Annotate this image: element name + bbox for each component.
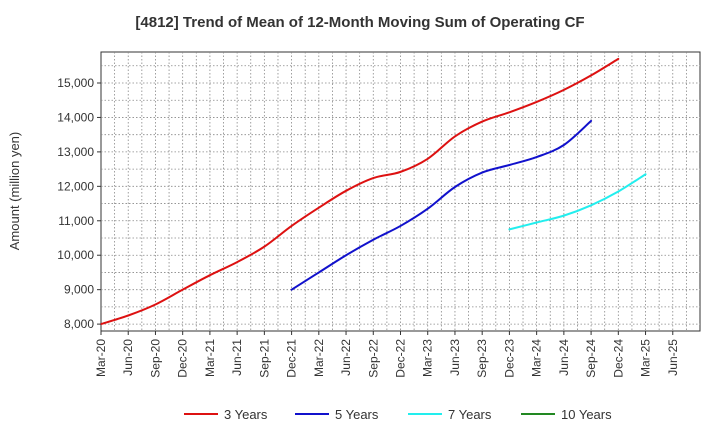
x-tick-label: Mar-20 bbox=[94, 339, 108, 377]
y-tick-label: 14,000 bbox=[57, 110, 94, 124]
legend-item-3-years: 3 Years bbox=[184, 407, 268, 422]
x-tick-label: Sep-23 bbox=[475, 339, 489, 378]
series-line-7-years bbox=[508, 173, 647, 231]
x-tick-label: Mar-22 bbox=[312, 339, 326, 377]
y-tick-label: 10,000 bbox=[57, 248, 94, 262]
y-tick-label: 8,000 bbox=[64, 317, 94, 331]
x-tick-label: Sep-22 bbox=[366, 339, 380, 378]
x-tick-label: Dec-23 bbox=[502, 339, 516, 378]
x-tick-label: Mar-24 bbox=[530, 339, 544, 377]
chart-title: [4812] Trend of Mean of 12-Month Moving … bbox=[135, 14, 584, 31]
x-tick-label: Sep-24 bbox=[584, 339, 598, 378]
x-tick-label: Jun-25 bbox=[666, 339, 680, 376]
x-tick-label: Jun-22 bbox=[339, 339, 353, 376]
x-tick-label: Mar-25 bbox=[639, 339, 653, 377]
x-tick-label: Dec-22 bbox=[394, 339, 408, 378]
legend-label: 10 Years bbox=[561, 407, 612, 422]
grid bbox=[101, 52, 700, 331]
y-axis-ticks: 8,000 9,000 10,000 11,000 12,000 13,000 14,000… bbox=[57, 76, 101, 331]
x-tick-label: Mar-21 bbox=[203, 339, 217, 377]
series-layer bbox=[100, 57, 647, 326]
y-tick-label: 11,000 bbox=[58, 214, 94, 228]
x-tick-label: Dec-21 bbox=[285, 339, 299, 378]
legend: 3 Years 5 Years 7 Years 10 Years bbox=[184, 407, 612, 422]
x-tick-label: Jun-20 bbox=[121, 339, 135, 376]
legend-label: 7 Years bbox=[448, 407, 492, 422]
x-tick-label: Mar-23 bbox=[421, 339, 435, 377]
legend-item-5-years: 5 Years bbox=[295, 407, 379, 422]
x-tick-label: Jun-24 bbox=[557, 339, 571, 376]
legend-item-10-years: 10 Years bbox=[521, 407, 612, 422]
x-axis-ticks: Mar-20 Jun-20 Sep-20 Dec-20 Mar-21 Jun-21 Sep-… bbox=[94, 331, 680, 378]
y-tick-label: 12,000 bbox=[57, 179, 94, 193]
series-line-5-years bbox=[290, 119, 593, 291]
x-tick-label: Sep-20 bbox=[148, 339, 162, 378]
plot-area bbox=[100, 51, 701, 332]
plot-frame bbox=[100, 51, 701, 332]
x-tick-label: Dec-24 bbox=[611, 339, 625, 378]
y-axis-label: Amount (million yen) bbox=[7, 132, 22, 251]
x-tick-label: Dec-20 bbox=[176, 339, 190, 378]
x-tick-label: Sep-21 bbox=[257, 339, 271, 378]
legend-label: 5 Years bbox=[335, 407, 379, 422]
y-tick-label: 13,000 bbox=[57, 145, 94, 159]
legend-item-7-years: 7 Years bbox=[408, 407, 492, 422]
legend-label: 3 Years bbox=[224, 407, 268, 422]
y-tick-label: 15,000 bbox=[57, 76, 94, 90]
x-tick-label: Jun-23 bbox=[448, 339, 462, 376]
y-tick-label: 9,000 bbox=[64, 283, 94, 297]
x-tick-label: Jun-21 bbox=[230, 339, 244, 376]
series-line-3-years bbox=[100, 57, 620, 326]
